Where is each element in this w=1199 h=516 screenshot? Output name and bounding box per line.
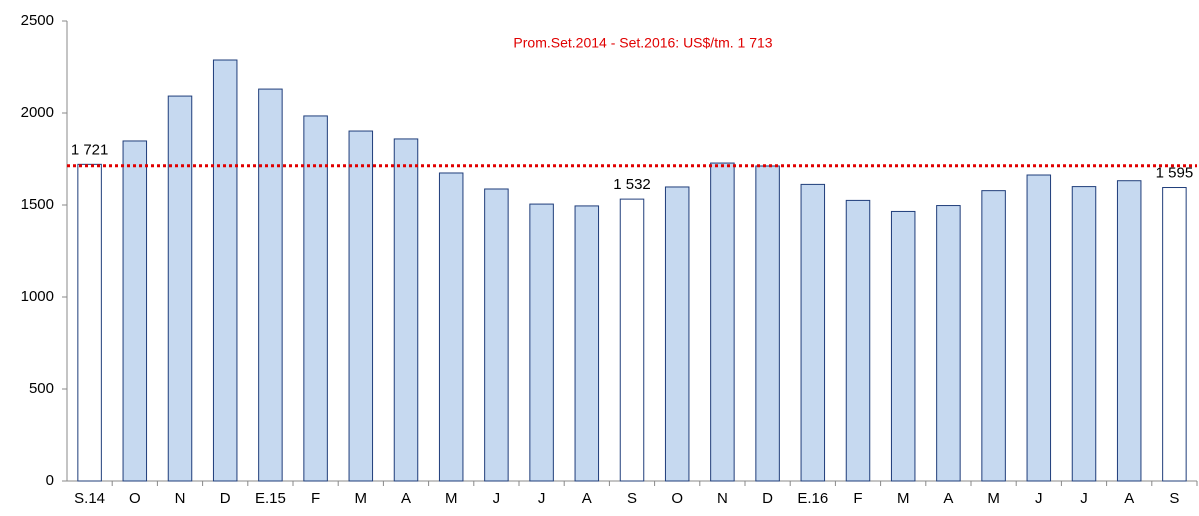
x-tick-label: S.14 bbox=[74, 490, 105, 507]
y-tick-label: 500 bbox=[29, 380, 54, 397]
bar bbox=[619, 198, 645, 482]
x-tick-label: N bbox=[175, 490, 186, 507]
bar bbox=[529, 203, 554, 482]
x-tick-label: M bbox=[445, 490, 458, 507]
bar bbox=[212, 59, 238, 482]
value-label: 1 532 bbox=[613, 176, 651, 193]
x-tick-label: A bbox=[401, 490, 411, 507]
x-tick-label: M bbox=[355, 490, 368, 507]
bar bbox=[845, 199, 871, 482]
x-tick-label: S bbox=[1169, 490, 1179, 507]
bar bbox=[1116, 180, 1142, 482]
bar bbox=[438, 172, 464, 482]
y-tick-label: 1500 bbox=[21, 196, 54, 213]
value-label: 1 595 bbox=[1156, 164, 1194, 181]
bar bbox=[393, 138, 419, 482]
x-tick-label: M bbox=[897, 490, 910, 507]
x-tick-label: O bbox=[129, 490, 141, 507]
x-tick-label: J bbox=[493, 490, 501, 507]
bar bbox=[484, 188, 509, 482]
x-tick-label: E.16 bbox=[797, 490, 828, 507]
value-label: 1 721 bbox=[71, 141, 109, 158]
bar bbox=[710, 162, 735, 482]
x-tick-label: J bbox=[1035, 490, 1043, 507]
bar bbox=[890, 210, 916, 482]
x-tick-label: O bbox=[671, 490, 683, 507]
bar bbox=[574, 205, 600, 482]
x-tick-label: A bbox=[582, 490, 592, 507]
bar bbox=[348, 130, 374, 482]
x-tick-label: A bbox=[1124, 490, 1134, 507]
bar bbox=[800, 183, 826, 482]
bar bbox=[303, 115, 328, 482]
x-tick-label: N bbox=[717, 490, 728, 507]
x-tick-label: F bbox=[853, 490, 862, 507]
bar bbox=[1162, 187, 1187, 482]
bar bbox=[122, 140, 148, 482]
y-tick-label: 0 bbox=[46, 472, 54, 489]
y-tick-label: 2000 bbox=[21, 104, 54, 121]
bar bbox=[1026, 174, 1052, 482]
x-tick-label: E.15 bbox=[255, 490, 286, 507]
bar bbox=[167, 95, 193, 482]
x-tick-label: J bbox=[1080, 490, 1088, 507]
y-tick-label: 1000 bbox=[21, 288, 54, 305]
x-tick-label: D bbox=[762, 490, 773, 507]
x-tick-label: S bbox=[627, 490, 637, 507]
x-tick-label: M bbox=[987, 490, 1000, 507]
annotation: Prom.Set.2014 - Set.2016: US$/tm. 1 713 bbox=[513, 35, 772, 51]
bar bbox=[936, 205, 961, 482]
y-tick-label: 2500 bbox=[21, 12, 54, 29]
bar bbox=[664, 186, 690, 482]
bar bbox=[77, 163, 102, 482]
bar bbox=[1071, 186, 1097, 482]
bar bbox=[981, 190, 1006, 482]
x-tick-label: D bbox=[220, 490, 231, 507]
x-tick-label: F bbox=[311, 490, 320, 507]
x-tick-label: J bbox=[538, 490, 546, 507]
bar bbox=[258, 88, 283, 482]
bar bbox=[755, 165, 780, 482]
x-tick-label: A bbox=[943, 490, 953, 507]
